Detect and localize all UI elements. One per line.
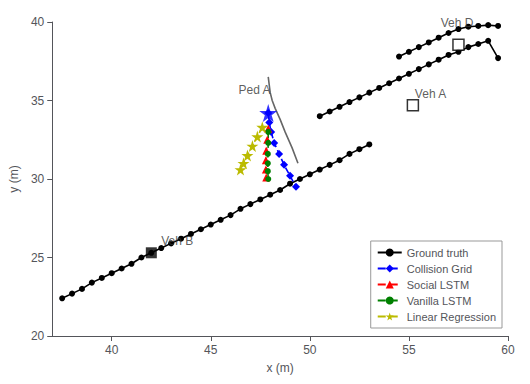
svg-text:25: 25 xyxy=(31,251,45,265)
svg-text:Linear Regression: Linear Regression xyxy=(407,311,496,323)
svg-text:35: 35 xyxy=(31,94,45,108)
svg-text:20: 20 xyxy=(31,329,45,343)
svg-text:30: 30 xyxy=(31,172,45,186)
svg-text:y (m): y (m) xyxy=(7,165,21,192)
svg-text:Social LSTM: Social LSTM xyxy=(407,279,469,291)
svg-text:Collision Grid: Collision Grid xyxy=(407,263,472,275)
svg-text:Veh D: Veh D xyxy=(441,16,474,30)
svg-text:Veh B: Veh B xyxy=(161,234,193,248)
svg-text:45: 45 xyxy=(204,343,218,357)
svg-text:x (m): x (m) xyxy=(266,361,293,375)
svg-text:40: 40 xyxy=(31,15,45,29)
svg-text:60: 60 xyxy=(501,343,515,357)
svg-text:40: 40 xyxy=(105,343,119,357)
svg-text:Veh A: Veh A xyxy=(415,87,446,101)
svg-text:Ground truth: Ground truth xyxy=(407,247,469,259)
svg-text:Vanilla LSTM: Vanilla LSTM xyxy=(407,295,472,307)
svg-text:Ped A: Ped A xyxy=(239,83,271,97)
svg-text:55: 55 xyxy=(402,343,416,357)
svg-text:50: 50 xyxy=(303,343,317,357)
